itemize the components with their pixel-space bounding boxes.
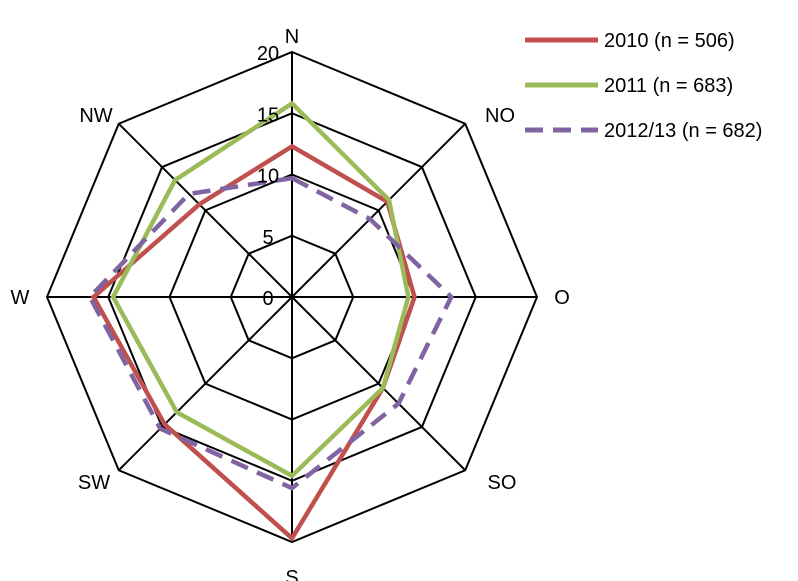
legend-label-2: 2011 (n = 683) <box>604 75 733 97</box>
series-line-3 <box>87 175 454 491</box>
legend-label-1: 2010 (n = 506) <box>604 30 735 52</box>
category-labels: N NO O SO S SW W NW <box>11 26 570 581</box>
radar-spokes <box>47 52 537 542</box>
category-label-sw: SW <box>78 472 110 494</box>
tick-label: 5 <box>262 227 273 249</box>
legend-label-3: 2012/13 (n = 682) <box>604 120 762 142</box>
category-label-so: SO <box>488 472 517 494</box>
category-label-s: S <box>285 567 298 581</box>
tick-label: 20 <box>257 43 279 65</box>
category-label-o: O <box>554 287 570 309</box>
tick-labels: 0 5 10 15 20 <box>257 43 279 310</box>
legend: 2010 (n = 506) 2011 (n = 683) 2012/13 (n =… <box>525 30 762 142</box>
spoke-nw <box>118 123 293 298</box>
tick-label: 0 <box>262 288 273 310</box>
tick-label: 10 <box>257 166 279 188</box>
category-label-nw: NW <box>79 105 112 127</box>
series-line-2 <box>110 100 411 479</box>
spoke-no <box>291 123 466 298</box>
category-label-n: N <box>285 26 299 48</box>
category-label-w: W <box>11 287 30 309</box>
tick-label: 15 <box>257 104 279 126</box>
radar-series <box>87 100 454 542</box>
category-label-no: NO <box>485 105 515 127</box>
spoke-sw <box>118 296 293 471</box>
spoke-so <box>291 296 466 471</box>
